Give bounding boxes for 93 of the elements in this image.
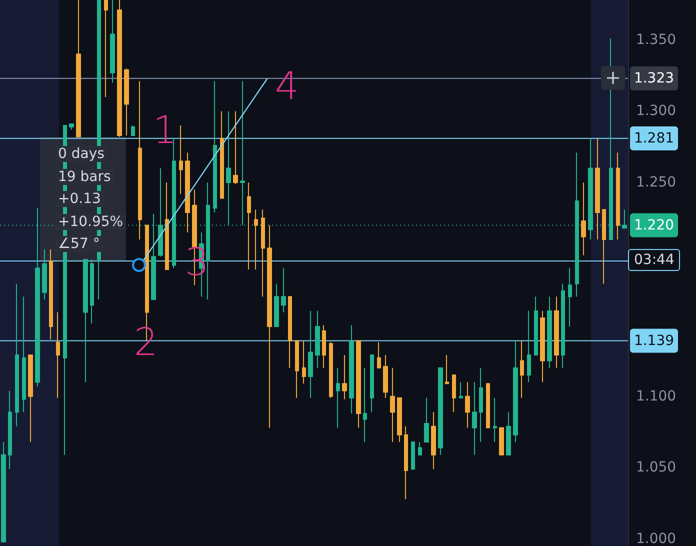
candlestick bbox=[247, 182, 251, 270]
candlestick bbox=[185, 152, 190, 233]
candlestick bbox=[49, 249, 53, 340]
annotation: 0 days bbox=[55, 146, 108, 162]
ref-line-label: 1.220 bbox=[634, 217, 674, 234]
candlestick bbox=[213, 80, 217, 213]
candlestick bbox=[506, 412, 511, 456]
candlestick bbox=[315, 310, 320, 368]
candlestick bbox=[404, 426, 408, 500]
candlestick bbox=[322, 324, 326, 368]
y-tick-label: 1.350 bbox=[636, 32, 676, 48]
y-tick-label: 1.300 bbox=[636, 103, 676, 120]
candlestick bbox=[616, 152, 620, 240]
text: 03:44 bbox=[628, 249, 680, 272]
candlestick bbox=[349, 324, 354, 414]
candlestick bbox=[561, 283, 565, 368]
candlestick bbox=[581, 182, 586, 256]
candlestick bbox=[445, 354, 449, 384]
candlestick bbox=[342, 354, 347, 400]
candlestick bbox=[131, 124, 135, 136]
candlestick bbox=[1, 442, 6, 542]
candlestick bbox=[329, 342, 333, 398]
candlestick bbox=[383, 354, 388, 398]
candlestick bbox=[165, 182, 169, 270]
candlestick bbox=[288, 296, 292, 368]
candlestick bbox=[138, 80, 142, 240]
candlestick bbox=[56, 312, 60, 398]
candlestick bbox=[370, 354, 374, 413]
candlestick bbox=[308, 310, 313, 398]
candlestick bbox=[69, 124, 74, 130]
candlestick bbox=[42, 249, 47, 300]
candlestick bbox=[554, 296, 559, 368]
candlestick bbox=[418, 442, 422, 456]
candlestick bbox=[513, 340, 518, 443]
candlestick bbox=[15, 283, 19, 427]
candlestick bbox=[76, 0, 81, 138]
ref-line-label: 1.281 bbox=[634, 130, 674, 146]
y-tick-label: 1.100 bbox=[636, 388, 676, 404]
candlestick bbox=[390, 367, 395, 443]
annotation: +0.13 bbox=[55, 191, 104, 207]
ref-line-label: 1.323 bbox=[634, 70, 674, 86]
annotation: 19 bars bbox=[55, 168, 114, 184]
candlestick bbox=[302, 340, 306, 384]
candlestick bbox=[110, 0, 115, 84]
candlestick bbox=[295, 340, 299, 398]
y-tick-label: 1.000 bbox=[636, 531, 676, 546]
candlestick bbox=[377, 342, 381, 368]
candlestick bbox=[22, 296, 26, 413]
candlestick bbox=[499, 427, 504, 456]
ref-line-label: 1.139 bbox=[634, 332, 674, 349]
candlestick bbox=[438, 367, 443, 456]
candlestick bbox=[452, 374, 456, 413]
candlestick bbox=[8, 390, 12, 470]
candlestick bbox=[267, 224, 272, 428]
candlestick bbox=[104, 0, 108, 98]
candlestick bbox=[595, 138, 600, 240]
annotation: +10.95% bbox=[55, 214, 126, 230]
candlestick bbox=[28, 354, 33, 443]
y-tick-label: 1.250 bbox=[636, 174, 676, 191]
candlestick bbox=[431, 412, 436, 470]
candlestick bbox=[459, 382, 463, 398]
candlestick bbox=[117, 0, 122, 138]
candlestick bbox=[527, 310, 531, 383]
candlestick bbox=[534, 296, 538, 356]
candlestick bbox=[568, 268, 572, 328]
candlestick bbox=[233, 110, 238, 184]
candlestick bbox=[479, 367, 483, 443]
candlestick bbox=[493, 397, 497, 443]
candlestick bbox=[465, 382, 470, 428]
candlestick bbox=[336, 367, 340, 428]
annotation: ∠57 ° bbox=[55, 236, 103, 252]
candlestick bbox=[588, 138, 593, 240]
candlestick bbox=[547, 296, 552, 368]
candlestick bbox=[83, 259, 88, 383]
candlestick bbox=[124, 68, 129, 136]
candlestick bbox=[254, 209, 258, 270]
candlestick bbox=[220, 110, 224, 199]
candlestick bbox=[397, 397, 402, 443]
candlestick bbox=[90, 259, 94, 324]
candlestick bbox=[363, 367, 367, 443]
candlestick bbox=[179, 124, 183, 194]
candlestick bbox=[261, 209, 265, 298]
candlestick bbox=[602, 209, 606, 284]
candlestick bbox=[281, 268, 286, 313]
candlestick bbox=[540, 310, 545, 383]
candlestick bbox=[411, 442, 415, 470]
candlestick bbox=[274, 283, 279, 328]
candlestick bbox=[356, 340, 361, 428]
y-tick-label: 1.050 bbox=[636, 460, 676, 476]
candlestick bbox=[472, 382, 477, 456]
candlestick bbox=[520, 340, 524, 398]
candlestick bbox=[424, 397, 429, 443]
candlestick bbox=[486, 383, 490, 428]
